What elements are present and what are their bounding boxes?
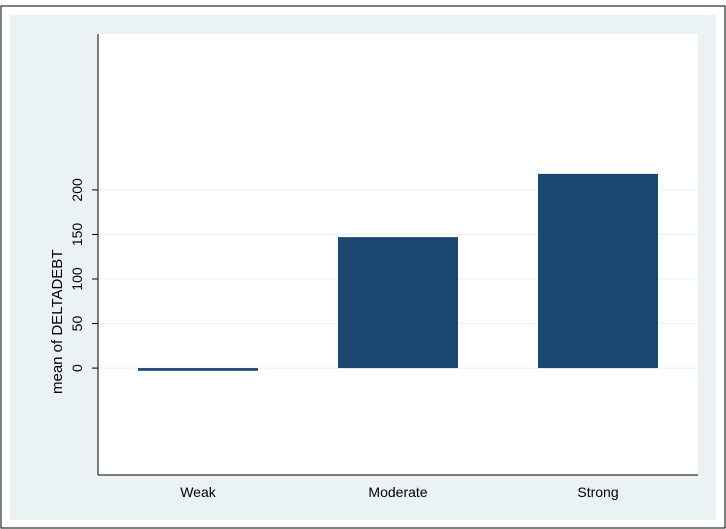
y-axis-title: mean of DELTADEBT [49, 250, 66, 395]
y-tick-label: 200 [69, 178, 85, 202]
bar-weak [138, 368, 258, 371]
x-axis-labels: Weak Moderate Strong [180, 484, 618, 500]
y-axis-ticks: 0 50 100 150 200 [69, 178, 98, 372]
x-tick-label: Strong [577, 484, 618, 500]
y-tick-label: 100 [69, 267, 85, 291]
bars [138, 173, 658, 371]
x-tick-label: Weak [180, 484, 217, 500]
y-tick-label: 150 [69, 223, 85, 247]
bar-strong [538, 173, 658, 369]
y-tick-label: 0 [69, 364, 85, 372]
y-tick-label: 50 [69, 316, 85, 332]
bar-moderate [338, 237, 458, 369]
x-tick-label: Moderate [368, 484, 427, 500]
